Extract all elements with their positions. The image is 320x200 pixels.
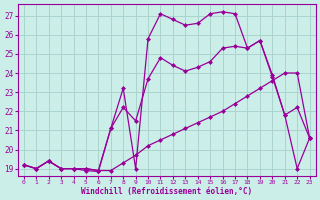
X-axis label: Windchill (Refroidissement éolien,°C): Windchill (Refroidissement éolien,°C) — [81, 187, 252, 196]
